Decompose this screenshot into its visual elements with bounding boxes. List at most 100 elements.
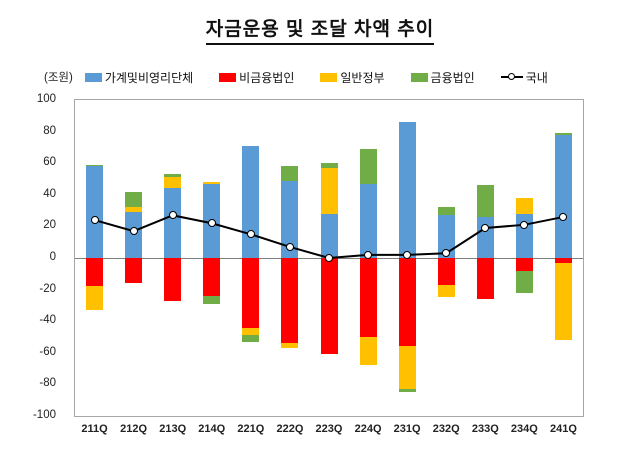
x-axis-tick-label: 222Q	[276, 423, 304, 435]
legend-label: 국내	[525, 70, 548, 85]
x-axis-tick-label: 214Q	[198, 423, 226, 435]
x-axis-tick-label: 212Q	[120, 423, 148, 435]
y-axis-tick-label: -40	[39, 314, 56, 327]
bar-segment	[359, 258, 377, 337]
x-axis-tick-label: 211Q	[81, 423, 108, 435]
line-data-point	[520, 220, 529, 229]
bar-segment	[242, 145, 260, 258]
legend-item-4: 국내	[500, 69, 548, 86]
x-axis-tick-label: 213Q	[159, 423, 187, 435]
line-data-point	[442, 249, 451, 258]
bar-segment	[359, 183, 377, 258]
bar-segment	[320, 258, 338, 355]
bar-segment	[359, 337, 377, 366]
line-data-point	[325, 254, 333, 262]
bar-segment	[398, 122, 416, 258]
legend-swatch-icon	[84, 72, 102, 82]
bar-segment	[320, 167, 338, 214]
line-data-point	[559, 212, 568, 221]
legend-line-marker-icon	[500, 72, 523, 82]
y-axis-tick-label: -80	[39, 377, 56, 390]
bar-segment	[554, 134, 572, 258]
bar-segment	[281, 343, 299, 349]
bar-segment	[125, 191, 143, 208]
bar-segment	[125, 207, 143, 213]
bar-segment	[164, 177, 182, 189]
bar-segment	[164, 188, 182, 258]
y-axis-tick-label: 40	[43, 187, 56, 200]
line-data-point	[285, 242, 294, 251]
line-data-point	[207, 219, 216, 228]
line-data-point	[168, 211, 177, 220]
bar-segment	[554, 258, 572, 263]
y-axis-tick-label: -60	[39, 345, 56, 358]
y-axis-tick-label: 100	[36, 93, 56, 105]
y-axis-tick-label: 80	[43, 124, 56, 137]
legend-item-0: 가계및비영리단체	[84, 69, 194, 86]
bar-segment	[86, 166, 104, 258]
legend-label: 금융법인	[430, 70, 475, 85]
legend-swatch-icon	[410, 72, 428, 82]
x-axis-tick-label: 223Q	[315, 423, 343, 435]
legend-label: 일반정부	[340, 70, 385, 85]
legend-label: 가계및비영리단체	[104, 70, 194, 85]
x-axis-tick-label: 241Q	[549, 423, 577, 435]
bar-segment	[476, 258, 494, 300]
legend-swatch-icon	[320, 72, 338, 82]
line-data-point	[90, 216, 99, 225]
y-axis-tick-label: 0	[49, 251, 56, 263]
bar-segment	[242, 327, 260, 336]
x-axis-tick-label: 221Q	[237, 423, 265, 435]
bar-segment	[242, 258, 260, 328]
bar-segment	[203, 258, 221, 296]
legend-item-3: 금융법인	[410, 69, 475, 86]
y-axis-tick-label: 20	[43, 219, 56, 232]
bar-segment	[203, 182, 221, 184]
bar-segment	[242, 335, 260, 342]
legend-item-1: 비금융법인	[219, 69, 294, 86]
bar-segment	[554, 133, 572, 135]
bar-segment	[281, 258, 299, 344]
bar-segment	[476, 185, 494, 217]
bar-segment	[515, 197, 533, 214]
bar-segment	[515, 270, 533, 293]
line-data-point	[364, 250, 373, 259]
y-axis-tick-label: 60	[43, 156, 56, 169]
page-title-text: 자금운용 및 조달 차액 추이	[205, 14, 435, 45]
line-data-point	[403, 250, 412, 259]
axis-unit-label: (조원)	[44, 72, 73, 84]
x-axis-tick-label: 231Q	[393, 423, 421, 435]
x-axis-tick-label: 234Q	[510, 423, 538, 435]
legend-label: 비금융법인	[239, 70, 295, 85]
bar-segment	[437, 284, 455, 298]
page-title: 자금운용 및 조달 차액 추이	[0, 14, 640, 45]
x-axis-tick-label: 224Q	[354, 423, 382, 435]
bar-segment	[437, 207, 455, 216]
bar-segment	[86, 164, 104, 167]
bar-segment	[398, 389, 416, 393]
bar-segment	[125, 258, 143, 284]
bar-segment	[164, 258, 182, 301]
bar-segment	[554, 262, 572, 341]
bar-segment	[86, 258, 104, 287]
bar-segment	[398, 258, 416, 347]
x-axis-tick-label: 233Q	[471, 423, 499, 435]
bar-segment	[320, 213, 338, 258]
bar-segment	[398, 346, 416, 390]
chart-legend: (조원) 가계및비영리단체 비금융법인 일반정부 금융법인 국내	[44, 68, 634, 86]
line-data-point	[481, 223, 490, 232]
bar-segment	[86, 286, 104, 311]
bar-segment	[164, 174, 182, 178]
line-data-point	[246, 230, 255, 239]
legend-item-2: 일반정부	[320, 69, 385, 86]
bar-segment	[281, 166, 299, 181]
line-data-point	[129, 227, 138, 236]
y-axis-tick-label: -20	[39, 282, 56, 295]
y-axis-tick-label: -100	[32, 409, 56, 421]
legend-swatch-icon	[219, 72, 237, 82]
x-axis-tick-label: 232Q	[432, 423, 460, 435]
plot-area	[74, 99, 584, 417]
bar-segment	[203, 295, 221, 304]
bar-segment	[320, 163, 338, 168]
